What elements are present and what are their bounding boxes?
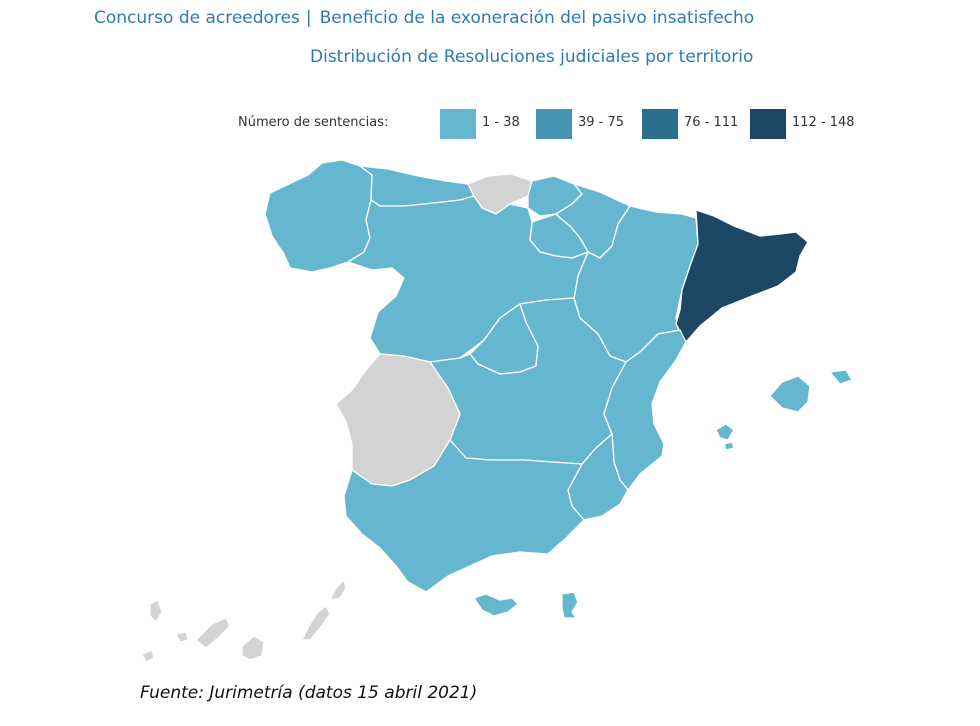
region-islas-baleares-menorca[interactable] xyxy=(829,369,853,385)
source-note: Fuente: Jurimetría (datos 15 abril 2021) xyxy=(140,683,478,703)
legend-label: 39 - 75 xyxy=(578,115,625,130)
legend-label: 1 - 38 xyxy=(482,115,520,130)
region-melilla[interactable] xyxy=(561,591,579,619)
legend-swatch xyxy=(750,109,786,139)
region-islas-canarias-tenerife[interactable] xyxy=(195,617,231,649)
region-ceuta[interactable] xyxy=(473,593,519,617)
legend-label: 76 - 111 xyxy=(684,115,739,130)
legend-title: Número de sentencias: xyxy=(238,115,389,130)
header-title-line: Concurso de acreedores | Beneficio de la e… xyxy=(94,8,754,28)
report-subtitle: Beneficio de la exoneración del pasivo i… xyxy=(319,8,755,28)
region-islas-baleares-mallorca[interactable] xyxy=(769,375,811,413)
region-murcia[interactable] xyxy=(567,433,629,521)
region-islas-baleares-ibiza[interactable] xyxy=(715,423,735,441)
region-andalucia[interactable] xyxy=(343,439,585,593)
region-galicia[interactable] xyxy=(264,159,373,273)
region-cataluna[interactable] xyxy=(675,209,809,343)
report-title: Concurso de acreedores xyxy=(94,8,300,28)
title-separator: | xyxy=(305,8,312,28)
legend-swatch xyxy=(642,109,678,139)
region-islas-canarias-lanzarote[interactable] xyxy=(329,579,347,601)
legend-label: 112 - 148 xyxy=(792,115,855,130)
region-islas-canarias-el-hierro[interactable] xyxy=(141,649,155,663)
region-islas-canarias-fuerteventura[interactable] xyxy=(301,605,331,641)
region-islas-baleares-formentera[interactable] xyxy=(723,441,735,451)
region-islas-canarias-gran-canaria[interactable] xyxy=(241,635,265,661)
legend-swatch xyxy=(536,109,572,139)
legend-swatch xyxy=(440,109,476,139)
region-islas-canarias-la-palma[interactable] xyxy=(149,599,163,623)
region-islas-canarias-la-gomera[interactable] xyxy=(175,631,189,643)
map-title: Distribución de Resoluciones judiciales … xyxy=(310,47,754,67)
